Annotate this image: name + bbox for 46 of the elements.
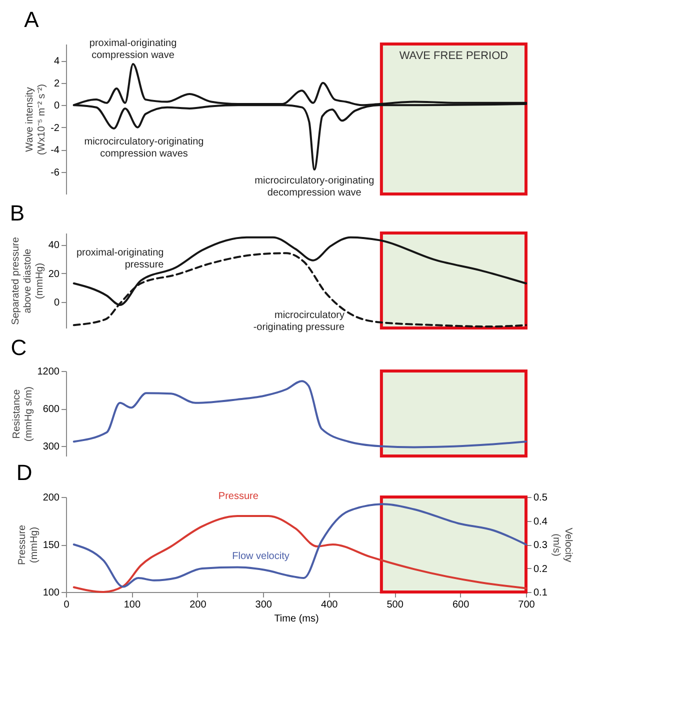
y2-tick-label: 0.1 bbox=[534, 588, 548, 598]
y-tick-label: 600 bbox=[42, 404, 60, 416]
x-tick-label: 0 bbox=[64, 600, 70, 610]
chart-title: D bbox=[16, 460, 32, 485]
band-label: WAVE FREE PERIOD bbox=[399, 50, 508, 62]
y-tick-label: 300 bbox=[42, 442, 60, 453]
y-tick-label: 0 bbox=[54, 298, 60, 309]
y-tick-label: 40 bbox=[48, 240, 60, 252]
y-tick-label: 200 bbox=[42, 492, 60, 504]
chart-title: A bbox=[24, 7, 40, 32]
annotation: proximal-originating compression wave bbox=[89, 38, 177, 61]
y2-axis-title: Velocity (m/s) bbox=[550, 528, 574, 562]
y-tick-label: 2 bbox=[54, 78, 60, 90]
x-axis-title: Time (ms) bbox=[274, 614, 319, 624]
y-tick-label: 1200 bbox=[37, 366, 60, 378]
y-tick-label: -2 bbox=[50, 122, 60, 134]
x-tick-label: 500 bbox=[386, 600, 404, 610]
annotation: microcirculatory-originating compression waves bbox=[84, 136, 204, 160]
chart-title: C bbox=[10, 335, 27, 360]
annotation: microcirculatory -originating pressure bbox=[253, 310, 345, 334]
x-tick-label: 300 bbox=[255, 600, 272, 610]
x-tick-label: 400 bbox=[321, 600, 338, 610]
y-tick-label: 20 bbox=[48, 268, 60, 280]
y2-tick-label: 0.3 bbox=[534, 540, 548, 551]
series-label: Flow velocity bbox=[232, 551, 290, 562]
x-tick-label: 100 bbox=[124, 600, 141, 610]
y-tick-label: 4 bbox=[54, 56, 60, 68]
x-tick-label: 700 bbox=[518, 600, 536, 610]
y2-tick-label: 0.4 bbox=[534, 516, 548, 528]
y-axis-title: Resistance (mmHg s/m) bbox=[11, 386, 34, 442]
y-tick-label: -6 bbox=[50, 167, 60, 178]
y-tick-label: -4 bbox=[50, 145, 60, 156]
y-tick-label: 100 bbox=[42, 588, 60, 598]
y-axis-title: Pressure (mmHg) bbox=[16, 524, 40, 566]
y-tick-label: 150 bbox=[42, 540, 60, 551]
y-axis-title: Wave intensity (Wx10⁻⁵ m⁻² s⁻²) bbox=[24, 84, 48, 155]
annotation: proximal-originating pressure bbox=[76, 248, 164, 271]
y2-tick-label: 0.5 bbox=[534, 492, 548, 504]
x-tick-label: 200 bbox=[190, 600, 207, 610]
y2-tick-label: 0.2 bbox=[534, 564, 548, 575]
annotation: microcirculatory-originating decompression wave bbox=[254, 176, 374, 199]
y-axis-title: Separated pressure above diastole (mmHg) bbox=[10, 236, 46, 325]
x-tick-label: 600 bbox=[452, 600, 470, 610]
chart-title: B bbox=[10, 200, 25, 226]
series-label: Pressure bbox=[218, 491, 259, 502]
y-tick-label: 0 bbox=[54, 100, 60, 112]
